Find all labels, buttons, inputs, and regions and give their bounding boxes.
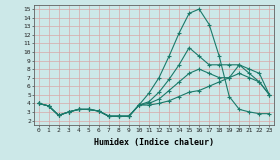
X-axis label: Humidex (Indice chaleur): Humidex (Indice chaleur) [94,138,214,147]
